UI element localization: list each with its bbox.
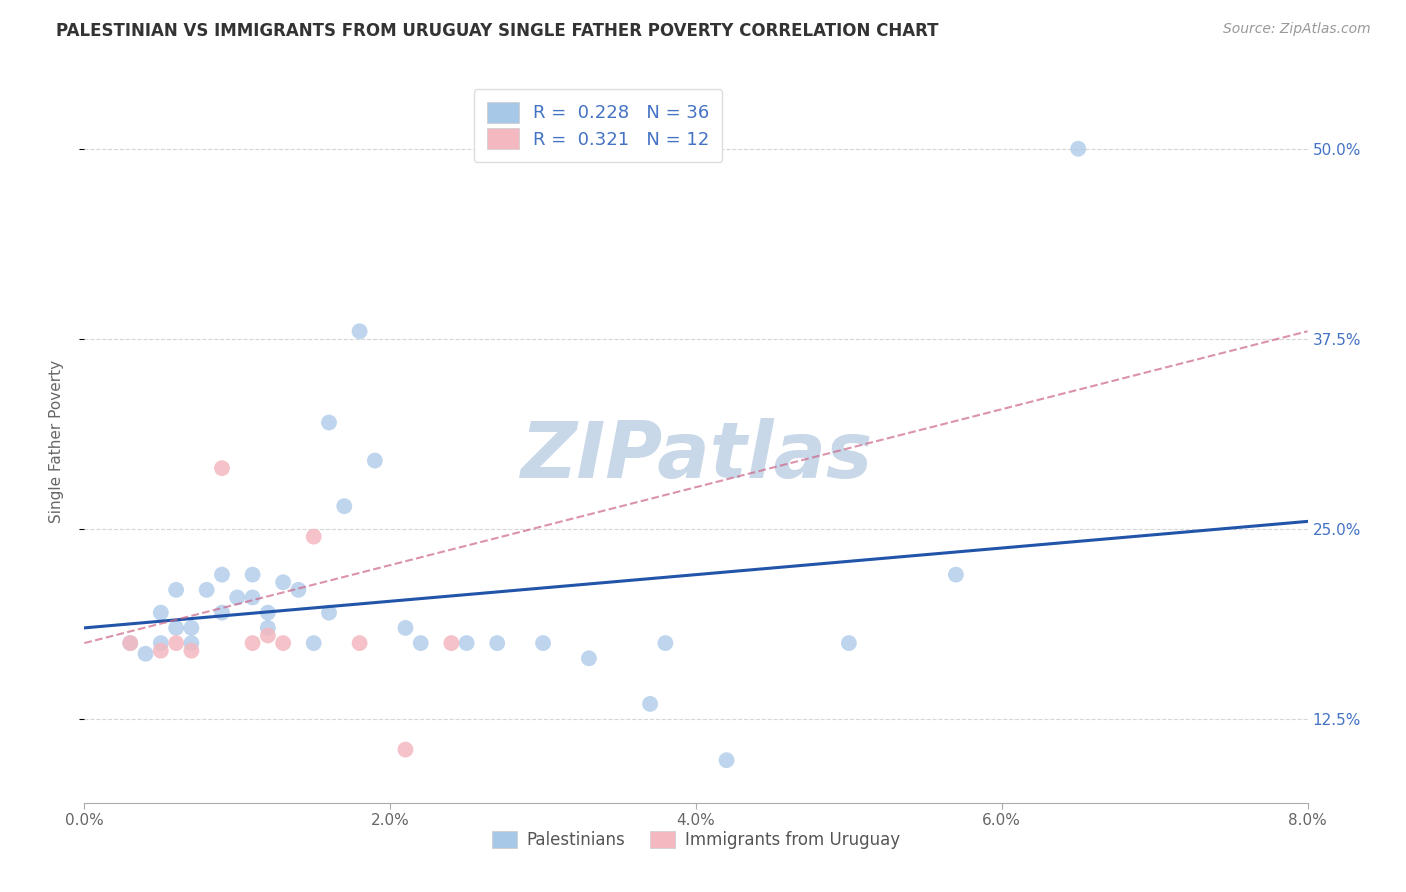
Legend: Palestinians, Immigrants from Uruguay: Palestinians, Immigrants from Uruguay [485, 824, 907, 856]
Point [242, 636, 264, 650]
Point [318, 606, 340, 620]
Point [165, 621, 187, 635]
Point [257, 606, 280, 620]
Point [394, 742, 416, 756]
Point [409, 636, 432, 650]
Point [349, 324, 371, 338]
Point [226, 591, 249, 605]
Point [440, 636, 463, 650]
Point [180, 636, 202, 650]
Point [716, 753, 738, 767]
Point [578, 651, 600, 665]
Point [287, 582, 309, 597]
Point [242, 567, 264, 582]
Point [120, 636, 142, 650]
Point [838, 636, 860, 650]
Text: ZIPatlas: ZIPatlas [520, 418, 872, 494]
Point [364, 453, 387, 467]
Point [149, 606, 172, 620]
Point [318, 416, 340, 430]
Point [135, 647, 157, 661]
Point [120, 636, 142, 650]
Point [257, 628, 280, 642]
Point [149, 643, 172, 657]
Point [394, 621, 416, 635]
Point [257, 621, 280, 635]
Point [654, 636, 676, 650]
Point [333, 499, 356, 513]
Y-axis label: Single Father Poverty: Single Father Poverty [49, 360, 63, 523]
Point [195, 582, 218, 597]
Text: Source: ZipAtlas.com: Source: ZipAtlas.com [1223, 22, 1371, 37]
Point [638, 697, 661, 711]
Point [211, 606, 233, 620]
Point [945, 567, 967, 582]
Point [180, 643, 202, 657]
Point [271, 636, 294, 650]
Point [211, 567, 233, 582]
Point [211, 461, 233, 475]
Point [149, 636, 172, 650]
Text: PALESTINIAN VS IMMIGRANTS FROM URUGUAY SINGLE FATHER POVERTY CORRELATION CHART: PALESTINIAN VS IMMIGRANTS FROM URUGUAY S… [56, 22, 939, 40]
Point [349, 636, 371, 650]
Point [242, 591, 264, 605]
Point [456, 636, 478, 650]
Point [302, 530, 325, 544]
Point [165, 582, 187, 597]
Point [165, 636, 187, 650]
Point [271, 575, 294, 590]
Point [1067, 142, 1090, 156]
Point [531, 636, 554, 650]
Point [180, 621, 202, 635]
Point [302, 636, 325, 650]
Point [486, 636, 509, 650]
